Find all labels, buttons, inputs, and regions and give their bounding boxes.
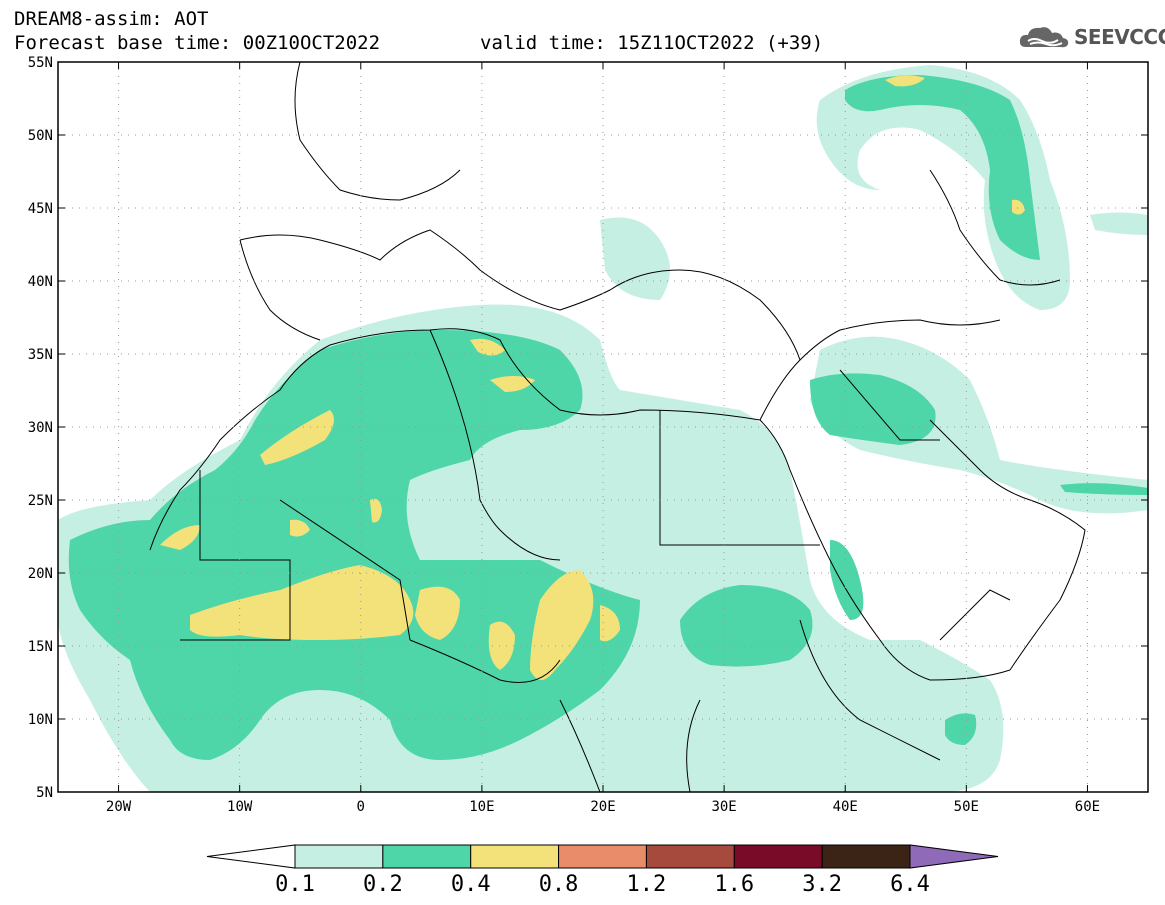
lon-label: 10E (469, 799, 494, 815)
colorbar-level-label: 0.4 (451, 872, 491, 897)
colorbar-level-label: 0.2 (363, 872, 403, 897)
aot-level-0.4 (160, 75, 1025, 680)
lat-label: 45N (28, 201, 53, 217)
coastlines (149, 62, 1086, 792)
lat-label: 20N (28, 566, 53, 582)
lat-labels: 55N 50N 45N 40N 35N 30N 25N 20N 15N 10N 5N (28, 55, 53, 801)
lon-label: 10W (227, 799, 253, 815)
lat-label: 40N (28, 274, 53, 290)
colorbar-segment (733, 844, 823, 869)
seevccc-logo: SEEVCCC (1018, 22, 1165, 52)
cloud-icon (1019, 27, 1069, 48)
lat-label: 5N (36, 785, 53, 801)
colorbar-level-label: 6.4 (890, 872, 930, 897)
lat-label: 50N (28, 128, 53, 144)
colorbar-segment (645, 844, 735, 869)
lon-label: 20W (106, 799, 132, 815)
base-time: Forecast base time: 00Z10OCT2022 (14, 32, 381, 54)
lon-labels: 20W 10W 0 10E 20E 30E 40E 50E 60E (106, 799, 1100, 815)
lat-label: 25N (28, 493, 53, 509)
colorbar (206, 844, 999, 869)
colorbar-level-label: 0.8 (539, 872, 579, 897)
colorbar-under-triangle (206, 844, 296, 869)
graticule (58, 61, 1148, 793)
lat-label: 15N (28, 639, 53, 655)
colorbar-labels: 0.1 0.2 0.4 0.8 1.2 1.6 3.2 6.4 (275, 872, 930, 897)
colorbar-segment (470, 844, 560, 869)
lon-label: 60E (1075, 799, 1100, 815)
colorbar-segment (382, 844, 472, 869)
lon-label: 0 (357, 799, 365, 815)
colorbar-level-label: 1.2 (627, 872, 667, 897)
map-title: DREAM8-assim: AOT (14, 8, 209, 30)
colorbar-level-label: 0.1 (275, 872, 315, 897)
colorbar-over-triangle (909, 844, 999, 869)
lon-label: 50E (954, 799, 979, 815)
lon-label: 40E (833, 799, 858, 815)
lat-label: 10N (28, 712, 53, 728)
colorbar-level-label: 1.6 (714, 872, 754, 897)
lon-label: 20E (590, 799, 615, 815)
lon-label: 30E (711, 799, 736, 815)
lat-label: 30N (28, 420, 53, 436)
valid-time: valid time: 15Z11OCT2022 (+39) (480, 32, 824, 54)
lat-label: 35N (28, 347, 53, 363)
colorbar-level-label: 3.2 (802, 872, 842, 897)
lat-label: 55N (28, 55, 53, 71)
colorbar-segment (294, 844, 384, 869)
colorbar-segment (558, 844, 647, 869)
colorbar-segment (821, 844, 911, 869)
logo-text: SEEVCCC (1074, 25, 1165, 49)
